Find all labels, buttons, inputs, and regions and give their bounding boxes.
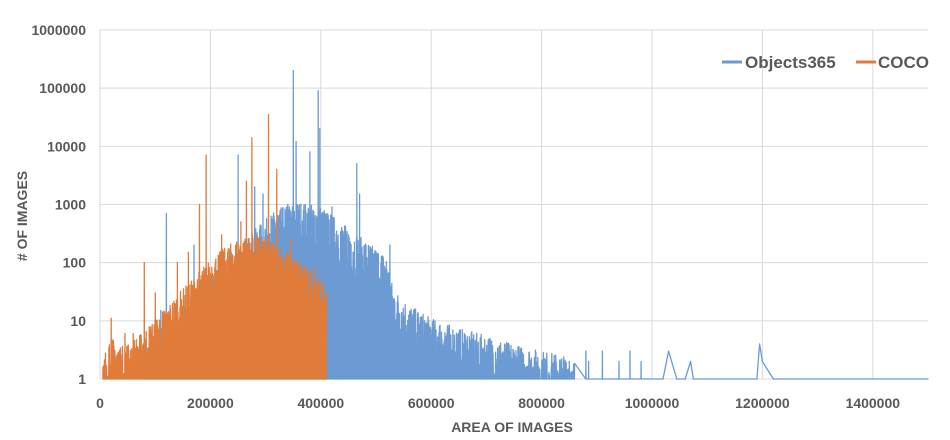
data-point xyxy=(640,360,642,363)
data-point xyxy=(662,378,664,380)
series-line-coco xyxy=(102,114,328,380)
x-tick-label: 1400000 xyxy=(846,395,901,411)
data-point xyxy=(251,137,253,139)
x-tick-label: 800000 xyxy=(518,395,565,411)
data-point xyxy=(262,193,264,195)
x-tick-label: 200000 xyxy=(187,395,234,411)
data-point xyxy=(160,309,162,312)
data-point xyxy=(193,244,195,246)
data-point xyxy=(331,206,333,208)
data-point xyxy=(656,378,659,380)
data-point xyxy=(772,378,775,380)
data-point xyxy=(254,186,256,188)
data-point xyxy=(287,203,289,206)
data-point xyxy=(292,70,294,72)
x-tick-label: 1000000 xyxy=(625,395,680,411)
data-point xyxy=(267,114,270,116)
data-point xyxy=(289,238,292,241)
x-tick-label: 400000 xyxy=(297,395,344,411)
x-axis-title: AREA OF IMAGES xyxy=(451,419,573,435)
y-tick-label: 10000 xyxy=(47,138,86,154)
data-point xyxy=(692,378,695,380)
data-point xyxy=(629,350,631,352)
data-point xyxy=(317,90,319,92)
data-point xyxy=(187,251,190,254)
legend-label-objects365: Objects365 xyxy=(745,53,836,72)
data-point xyxy=(165,212,167,215)
x-tick-label: 600000 xyxy=(408,395,455,411)
data-point xyxy=(761,360,764,363)
data-point xyxy=(485,350,488,352)
y-tick-label: 1 xyxy=(78,371,86,387)
series-coco xyxy=(102,114,328,380)
legend: Objects365 COCO xyxy=(722,53,929,72)
data-point xyxy=(205,154,207,156)
y-tick-label: 10 xyxy=(70,313,86,329)
data-point xyxy=(356,163,358,165)
data-point xyxy=(756,378,758,380)
data-point xyxy=(240,221,242,223)
data-point xyxy=(684,378,686,380)
data-point xyxy=(276,168,278,171)
data-point xyxy=(588,360,590,363)
data-point xyxy=(220,234,223,236)
data-point xyxy=(124,333,126,335)
x-tick-label: 1200000 xyxy=(735,395,790,411)
data-point xyxy=(759,343,761,345)
data-point xyxy=(154,292,156,294)
data-point xyxy=(618,360,620,363)
data-point xyxy=(132,333,134,335)
data-point xyxy=(667,350,670,352)
data-point xyxy=(568,360,570,363)
data-point xyxy=(110,317,112,320)
data-point xyxy=(237,154,239,156)
legend-label-coco: COCO xyxy=(878,53,929,72)
x-tick-label: 0 xyxy=(96,395,104,411)
data-point xyxy=(690,360,692,363)
series-layer xyxy=(102,70,929,380)
data-point xyxy=(585,350,587,352)
data-point xyxy=(358,193,361,195)
data-point xyxy=(425,350,427,352)
data-point xyxy=(176,262,178,264)
tick-labels: 1 10 100 1000 10000 100000 1000000 0 200000 40000… xyxy=(31,22,900,411)
y-tick-label: 100000 xyxy=(39,80,86,96)
data-point xyxy=(319,128,321,130)
data-point xyxy=(676,378,678,380)
data-point xyxy=(314,267,316,269)
y-tick-label: 1000000 xyxy=(31,22,86,38)
data-point xyxy=(601,350,604,352)
data-point xyxy=(389,244,391,246)
y-tick-label: 1000 xyxy=(55,197,86,213)
data-point xyxy=(309,151,311,153)
y-tick-label: 100 xyxy=(63,255,87,271)
data-point xyxy=(295,141,297,143)
y-axis-title: # OF IMAGES xyxy=(14,171,30,261)
data-point xyxy=(143,262,145,264)
data-point xyxy=(245,180,247,182)
data-point xyxy=(198,203,201,206)
data-point xyxy=(927,378,929,380)
